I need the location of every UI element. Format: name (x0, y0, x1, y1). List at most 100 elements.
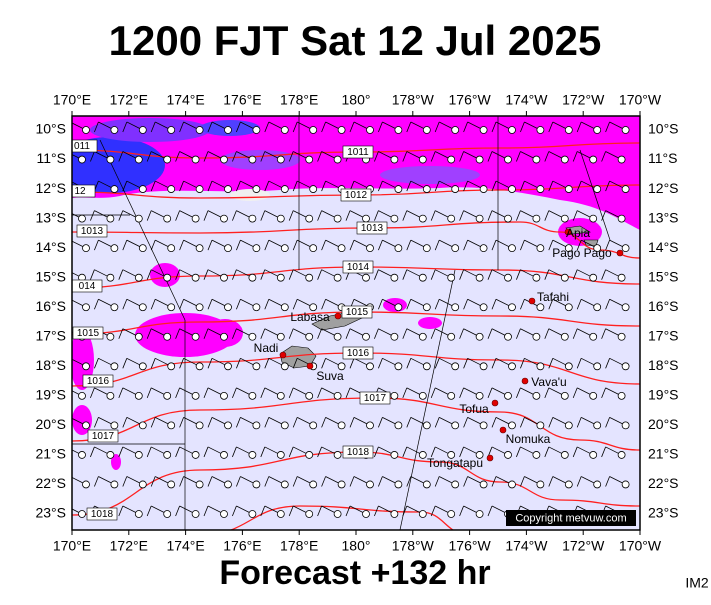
lat-label: 18°S (35, 357, 66, 373)
barb-station (195, 185, 204, 193)
barb-flag (175, 210, 180, 221)
barb-flag (118, 505, 124, 517)
barb-station (224, 126, 232, 134)
lon-label: 174°W (505, 92, 548, 108)
barb-station (617, 155, 626, 164)
lat-label: 10°S (648, 121, 679, 137)
barb-station (418, 391, 427, 400)
isobar-label-text: 1013 (361, 223, 384, 234)
barb-station (191, 332, 200, 341)
barb-station (621, 126, 630, 134)
barb-flag (260, 151, 266, 162)
barb-flag (378, 299, 383, 310)
barb-flag (406, 358, 412, 369)
barb-flag (203, 210, 209, 221)
barb-flag (430, 505, 436, 517)
barb-station (621, 421, 630, 430)
barb-flag (378, 476, 383, 487)
barb-station (479, 244, 488, 253)
barb-station (134, 451, 143, 459)
barb-station (220, 273, 228, 282)
barb-station (163, 273, 172, 282)
barb-flag (260, 210, 266, 221)
barb-station (333, 273, 342, 282)
barb-flag (406, 240, 412, 251)
place-name: Nomuka (506, 432, 551, 446)
barb-flag (321, 417, 326, 428)
barb-station (220, 155, 228, 164)
barb-station (280, 421, 289, 430)
barb-station (508, 244, 516, 253)
barb-station (248, 273, 257, 282)
barb-station (224, 480, 232, 489)
place-name: Tofua (459, 402, 489, 416)
barb-flag (463, 476, 468, 487)
barb-flag (487, 151, 493, 162)
barb-station (394, 244, 403, 253)
barb-station (134, 214, 143, 223)
barb-flag (374, 446, 379, 458)
barb-flag (520, 476, 525, 487)
barb-flag (576, 476, 582, 487)
barb-station (276, 155, 285, 164)
barb-station (536, 126, 545, 134)
barb-station (138, 126, 147, 134)
place-dot (306, 362, 314, 370)
lat-label: 17°S (35, 327, 66, 343)
axes: 170°E 170°E 172°E 172°E 174°E 174°E 176°E 176°E… (35, 92, 678, 554)
barb-station (220, 451, 228, 459)
barb-station (390, 391, 399, 400)
place-dot (521, 377, 529, 385)
barb-flag (402, 328, 408, 339)
barb-station (394, 185, 403, 193)
barb-station (451, 126, 460, 134)
barb-station (167, 126, 176, 134)
barb-station (305, 510, 314, 518)
barb-flag (491, 121, 497, 133)
isobar-label-box (341, 305, 373, 319)
barb-station (589, 391, 598, 400)
barb-station (564, 362, 573, 371)
barb-station (110, 421, 119, 430)
barb-flag (203, 328, 209, 339)
barb-flag (150, 417, 156, 428)
barb-flag (236, 299, 241, 310)
barb-flag (491, 417, 497, 428)
barb-station (276, 510, 285, 518)
barb-flag (203, 505, 209, 517)
barb-flag (90, 210, 95, 221)
barb-station (110, 362, 119, 371)
grid-line (579, 149, 611, 241)
barb-station (110, 185, 119, 193)
lat-label: 16°S (648, 298, 679, 314)
isobar-label: 1014 (342, 260, 374, 274)
barb-station (252, 421, 261, 430)
barb-station (163, 391, 172, 400)
heavy-precip (380, 166, 480, 184)
barb-station (536, 362, 545, 371)
barb-flag (264, 240, 270, 251)
barb-flag (236, 358, 241, 369)
barb-station (422, 185, 431, 193)
barb-station (248, 451, 257, 459)
lon-label: 170°W (619, 538, 662, 554)
barb-flag (516, 151, 521, 162)
barb-flag (232, 269, 237, 280)
barb-flag (118, 446, 124, 458)
barb-station (390, 155, 399, 164)
barb-station (479, 480, 488, 489)
barb-station (333, 332, 342, 341)
barb-flag (516, 269, 521, 280)
barb-station (560, 451, 569, 459)
barb-station (504, 332, 512, 341)
isobar-label-box (82, 374, 114, 388)
barb-flag (90, 151, 95, 162)
barb-flag (349, 121, 355, 133)
barb-flag (576, 358, 582, 369)
barb-station (138, 244, 147, 253)
barb-flag (175, 328, 180, 339)
isobar-label-text: 1015 (346, 307, 369, 318)
barb-station (394, 362, 403, 371)
barb-station (564, 244, 573, 253)
barb-flag (406, 180, 412, 192)
